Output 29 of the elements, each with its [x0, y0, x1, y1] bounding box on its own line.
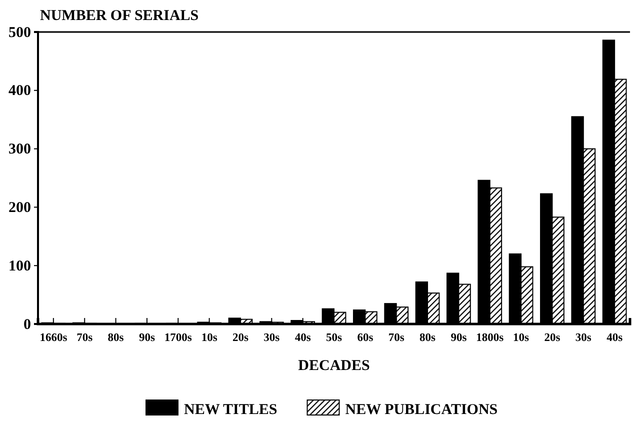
x-tick-label: 1660s [40, 332, 68, 344]
x-tick-label: 1700s [164, 332, 192, 344]
legend-label: NEW TITLES [184, 402, 278, 418]
x-tick-label: 1800s [476, 332, 504, 344]
x-tick-label: 50s [326, 332, 343, 344]
x-tick-label: 90s [450, 332, 468, 344]
x-tick-label: 10s [201, 332, 218, 344]
x-tick-label: 10s [513, 332, 530, 344]
y-tick-label: 200 [8, 200, 31, 216]
x-axis-title: DECADES [298, 358, 370, 374]
y-tick-label: 300 [8, 142, 31, 158]
y-tick-label: 0 [24, 316, 31, 333]
x-tick-label: 20s [544, 332, 561, 344]
y-tick-label: 400 [8, 83, 31, 100]
x-tick-label: 60s [357, 332, 374, 344]
x-tick-label: 30s [575, 332, 592, 344]
x-tick-label: 70s [76, 332, 94, 344]
y-tick-label: 500 [8, 24, 31, 41]
x-tick-label: 40s [606, 332, 624, 344]
y-axis-title: NUMBER OF SERIALS [40, 8, 199, 24]
x-tick-label: 30s [264, 332, 280, 344]
x-tick-label: 90s [138, 332, 156, 344]
y-tick-label: 100 [8, 258, 31, 274]
x-tick-label: 20s [232, 332, 249, 344]
legend-label: NEW PUBLICATIONS [345, 402, 498, 418]
x-tick-label: 70s [388, 332, 405, 344]
x-tick-label: 80s [108, 332, 124, 344]
x-tick-label: 80s [420, 332, 436, 344]
x-tick-label: 40s [294, 332, 312, 344]
